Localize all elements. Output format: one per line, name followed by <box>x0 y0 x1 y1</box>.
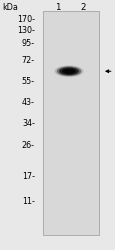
Ellipse shape <box>62 68 75 74</box>
Text: 55-: 55- <box>22 78 34 86</box>
Text: 26-: 26- <box>22 141 34 150</box>
Text: 130-: 130- <box>17 26 34 35</box>
Ellipse shape <box>59 67 78 75</box>
Text: 2: 2 <box>80 2 86 12</box>
Text: 95-: 95- <box>22 39 34 48</box>
Text: 43-: 43- <box>22 98 34 107</box>
Text: 72-: 72- <box>22 56 34 65</box>
Bar <box>43 11 98 235</box>
Text: kDa: kDa <box>2 2 18 12</box>
Text: 1: 1 <box>55 2 60 12</box>
Ellipse shape <box>55 66 82 77</box>
Text: 34-: 34- <box>22 119 34 128</box>
Ellipse shape <box>53 65 83 77</box>
Text: 17-: 17- <box>22 172 34 181</box>
Text: 11-: 11- <box>22 197 34 206</box>
Text: 170-: 170- <box>17 16 34 24</box>
Ellipse shape <box>56 66 80 76</box>
